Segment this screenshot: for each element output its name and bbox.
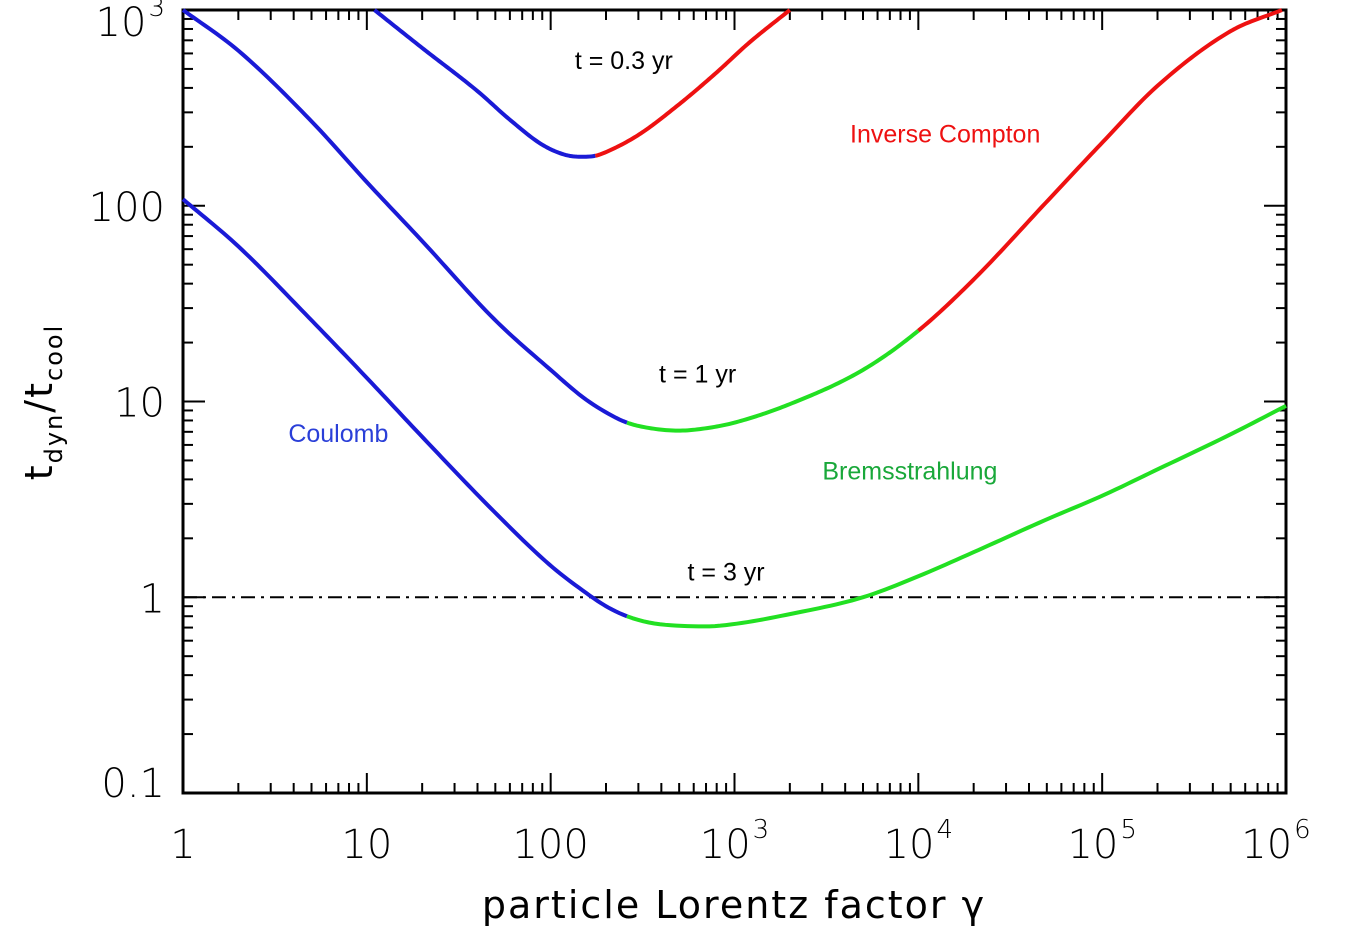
x-tick-label: 10 [341, 822, 392, 868]
curve-segment-inverse-compton [594, 8, 792, 158]
annotation-label: Bremsstrahlung [822, 457, 997, 485]
annotation-label: t = 3 yr [688, 558, 765, 586]
curve-segment-inverse-compton [917, 8, 1283, 333]
y-tick-labels: 0.1 1 10 100 103 [89, 0, 165, 807]
curve-segment-bremsstrahlung [626, 404, 1287, 629]
y-tick-label: 100 [89, 185, 165, 231]
y-tick-label: 10 [114, 381, 165, 427]
curve-segment-coulomb [373, 8, 596, 159]
y-axis-title: tdyn/tcool [17, 324, 68, 481]
cooling-curves [181, 8, 1287, 629]
minor-ticks [183, 10, 1286, 793]
annotation-label: t = 1 yr [659, 361, 736, 389]
annotation-label: Inverse Compton [850, 121, 1040, 149]
x-tick-label: 1 [170, 822, 195, 868]
x-tick-labels: 1 10 100 103 104 105 106 [170, 815, 1310, 868]
x-tick-label: 100 [512, 822, 588, 868]
x-tick-label: 104 [884, 815, 953, 868]
x-tick-label: 106 [1241, 815, 1310, 868]
curve-segment-bremsstrahlung [626, 329, 920, 433]
y-tick-label: 0.1 [101, 761, 165, 807]
x-axis-title: particle Lorentz factor γ [482, 883, 986, 927]
annotations: t = 0.3 yr t = 1 yr t = 3 yr Inverse Compto… [288, 47, 1040, 586]
curve-segment-coulomb [181, 8, 628, 425]
plot-frame [181, 8, 1288, 795]
major-ticks [182, 9, 1287, 794]
annotation-label: Coulomb [288, 420, 388, 448]
annotation-label: t = 0.3 yr [575, 47, 673, 75]
y-tick-label: 1 [140, 576, 165, 622]
x-tick-label: 105 [1067, 815, 1136, 868]
curve-segment-coulomb [181, 197, 628, 619]
x-tick-label: 103 [700, 815, 769, 868]
y-tick-label: 103 [96, 0, 165, 46]
